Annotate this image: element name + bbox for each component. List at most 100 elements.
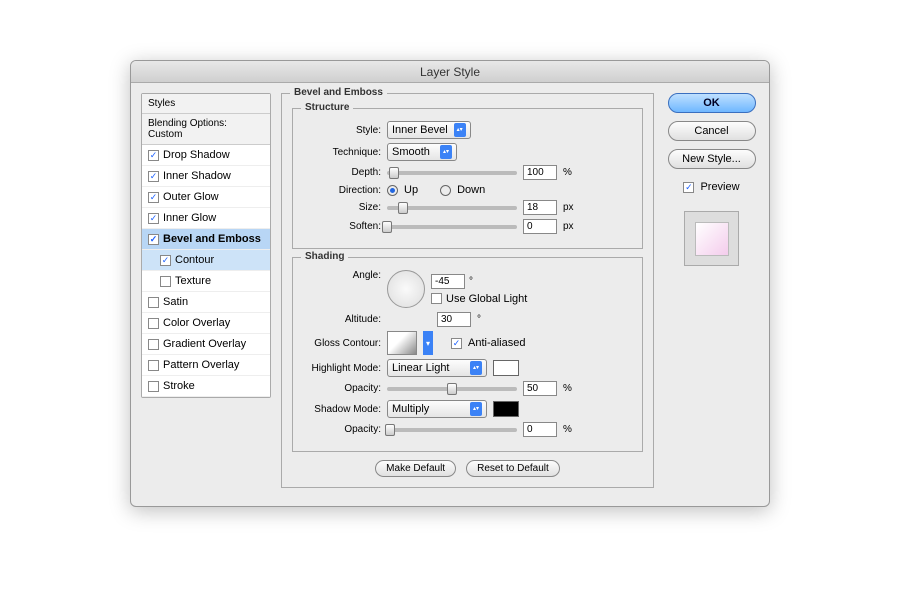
direction-up-radio[interactable]	[387, 185, 398, 196]
shadow-mode-select[interactable]: Multiply▴▾	[387, 400, 487, 418]
sidebar-item-label: Bevel and Emboss	[163, 233, 261, 245]
effect-checkbox[interactable]	[148, 192, 159, 203]
sidebar-item-label: Texture	[175, 275, 211, 287]
sidebar-item-label: Pattern Overlay	[163, 359, 239, 371]
angle-label: Angle:	[303, 270, 381, 281]
preview-label: Preview	[700, 181, 739, 193]
unit-label: °	[477, 314, 491, 325]
shading-group: Shading Angle: °	[292, 257, 643, 452]
effect-checkbox[interactable]	[148, 381, 159, 392]
dropdown-arrow-icon[interactable]: ▾	[423, 331, 433, 355]
altitude-input[interactable]	[437, 312, 471, 327]
sidebar-item-contour[interactable]: Contour	[142, 250, 270, 271]
dropdown-arrows-icon: ▴▾	[454, 123, 466, 137]
direction-down-radio[interactable]	[440, 185, 451, 196]
highlight-opacity-label: Opacity:	[303, 383, 381, 394]
sidebar-item-label: Stroke	[163, 380, 195, 392]
shadow-opacity-label: Opacity:	[303, 424, 381, 435]
shadow-opacity-input[interactable]	[523, 422, 557, 437]
dropdown-arrows-icon: ▴▾	[440, 145, 452, 159]
anti-aliased-label: Anti-aliased	[468, 337, 525, 349]
structure-legend: Structure	[301, 102, 353, 113]
depth-input[interactable]	[523, 165, 557, 180]
preview-swatch	[695, 222, 729, 256]
sidebar-item-bevel-and-emboss[interactable]: Bevel and Emboss	[142, 229, 270, 250]
bevel-emboss-group: Bevel and Emboss Structure Style: Inner …	[281, 93, 654, 488]
style-select[interactable]: Inner Bevel▴▾	[387, 121, 471, 139]
gloss-contour-label: Gloss Contour:	[303, 338, 381, 349]
shadow-mode-label: Shadow Mode:	[303, 404, 381, 415]
sidebar-item-label: Inner Glow	[163, 212, 216, 224]
depth-slider[interactable]	[387, 171, 517, 175]
angle-dial[interactable]	[387, 270, 425, 308]
cancel-button[interactable]: Cancel	[668, 121, 756, 141]
soften-slider[interactable]	[387, 225, 517, 229]
angle-input[interactable]	[431, 274, 465, 289]
effect-checkbox[interactable]	[148, 339, 159, 350]
reset-default-button[interactable]: Reset to Default	[466, 460, 560, 477]
unit-label: %	[563, 167, 577, 178]
sidebar-item-label: Contour	[175, 254, 214, 266]
size-input[interactable]	[523, 200, 557, 215]
shadow-opacity-slider[interactable]	[387, 428, 517, 432]
sidebar-item-label: Satin	[163, 296, 188, 308]
preview-checkbox[interactable]	[683, 182, 694, 193]
styles-header[interactable]: Styles	[142, 94, 270, 114]
effect-checkbox[interactable]	[148, 297, 159, 308]
new-style-button[interactable]: New Style...	[668, 149, 756, 169]
sidebar-item-pattern-overlay[interactable]: Pattern Overlay	[142, 355, 270, 376]
direction-label: Direction:	[303, 185, 381, 196]
styles-sidebar: Styles Blending Options: Custom Drop Sha…	[141, 93, 271, 496]
effect-checkbox[interactable]	[160, 276, 171, 287]
sidebar-item-inner-glow[interactable]: Inner Glow	[142, 208, 270, 229]
sidebar-item-gradient-overlay[interactable]: Gradient Overlay	[142, 334, 270, 355]
soften-input[interactable]	[523, 219, 557, 234]
dropdown-arrows-icon: ▴▾	[470, 402, 482, 416]
highlight-mode-label: Highlight Mode:	[303, 363, 381, 374]
altitude-label: Altitude:	[303, 314, 381, 325]
structure-group: Structure Style: Inner Bevel▴▾ Technique…	[292, 108, 643, 249]
unit-label: %	[563, 424, 577, 435]
size-label: Size:	[303, 202, 381, 213]
gloss-contour-picker[interactable]	[387, 331, 417, 355]
sidebar-item-stroke[interactable]: Stroke	[142, 376, 270, 397]
size-slider[interactable]	[387, 206, 517, 210]
shadow-color-swatch[interactable]	[493, 401, 519, 417]
effect-checkbox[interactable]	[148, 360, 159, 371]
global-light-checkbox[interactable]	[431, 293, 442, 304]
technique-label: Technique:	[303, 147, 381, 158]
sidebar-item-label: Drop Shadow	[163, 149, 230, 161]
anti-aliased-checkbox[interactable]	[451, 338, 462, 349]
shading-legend: Shading	[301, 251, 348, 262]
sidebar-item-inner-shadow[interactable]: Inner Shadow	[142, 166, 270, 187]
panel-title: Bevel and Emboss	[290, 87, 387, 98]
titlebar: Layer Style	[131, 61, 769, 83]
effect-checkbox[interactable]	[148, 318, 159, 329]
effect-checkbox[interactable]	[148, 150, 159, 161]
unit-label: px	[563, 202, 577, 213]
global-light-label: Use Global Light	[446, 293, 527, 305]
effect-checkbox[interactable]	[160, 255, 171, 266]
highlight-color-swatch[interactable]	[493, 360, 519, 376]
style-label: Style:	[303, 125, 381, 136]
sidebar-item-satin[interactable]: Satin	[142, 292, 270, 313]
unit-label: °	[469, 276, 483, 287]
sidebar-item-texture[interactable]: Texture	[142, 271, 270, 292]
highlight-opacity-slider[interactable]	[387, 387, 517, 391]
sidebar-item-drop-shadow[interactable]: Drop Shadow	[142, 145, 270, 166]
effect-checkbox[interactable]	[148, 234, 159, 245]
sidebar-item-outer-glow[interactable]: Outer Glow	[142, 187, 270, 208]
unit-label: %	[563, 383, 577, 394]
sidebar-item-color-overlay[interactable]: Color Overlay	[142, 313, 270, 334]
blending-options-header[interactable]: Blending Options: Custom	[142, 114, 270, 145]
highlight-opacity-input[interactable]	[523, 381, 557, 396]
dialog-buttons: OK Cancel New Style... Preview	[664, 93, 759, 496]
layer-style-dialog: Layer Style Styles Blending Options: Cus…	[130, 60, 770, 507]
make-default-button[interactable]: Make Default	[375, 460, 456, 477]
down-label: Down	[457, 184, 485, 196]
effect-checkbox[interactable]	[148, 171, 159, 182]
effect-checkbox[interactable]	[148, 213, 159, 224]
ok-button[interactable]: OK	[668, 93, 756, 113]
highlight-mode-select[interactable]: Linear Light▴▾	[387, 359, 487, 377]
technique-select[interactable]: Smooth▴▾	[387, 143, 457, 161]
